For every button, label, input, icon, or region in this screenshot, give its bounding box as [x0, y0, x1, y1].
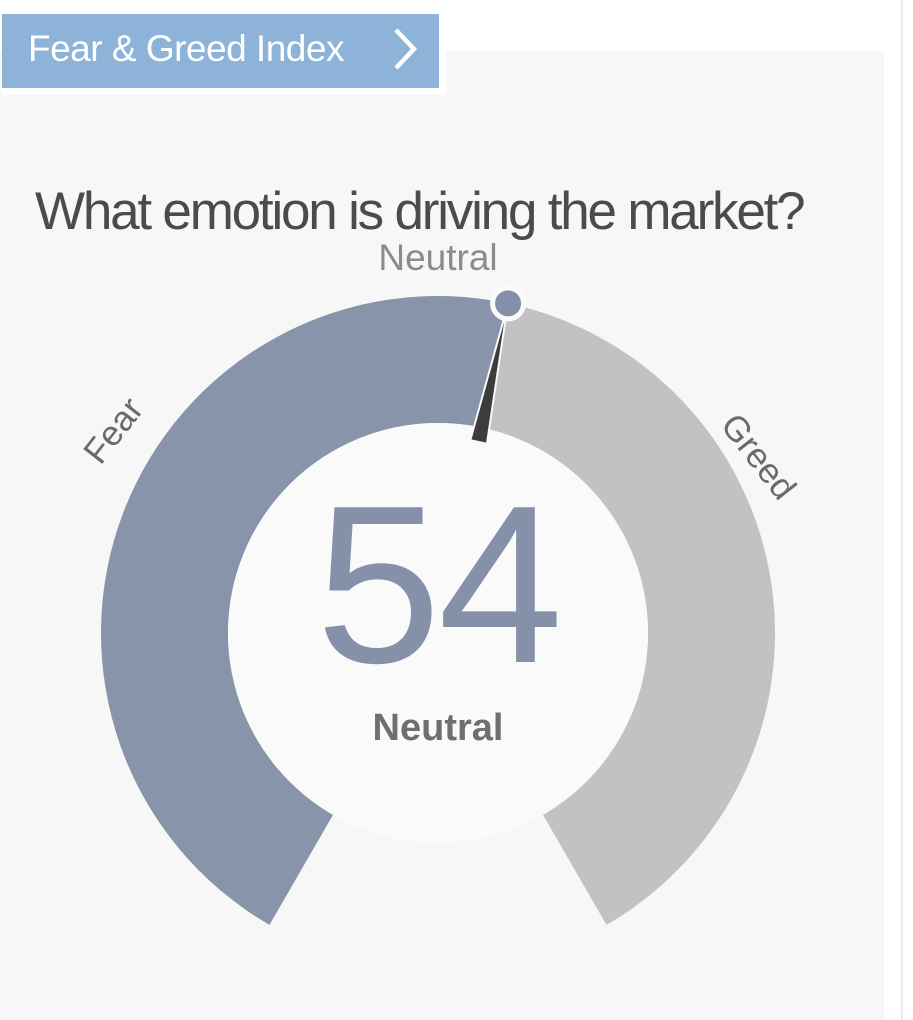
gauge-needle-dot — [490, 285, 527, 322]
gauge-value-label: Neutral — [372, 707, 504, 749]
gauge-needle — [469, 305, 509, 445]
fear-arc-segment — [100, 295, 509, 925]
page-title: What emotion is driving the market? — [35, 181, 806, 241]
chevron-right-icon — [394, 28, 418, 70]
gauge-inner-circle — [228, 423, 648, 843]
fear-greed-index-button-label: Fear & Greed Index — [28, 28, 344, 69]
greed-arc-segment — [481, 303, 776, 925]
gauge-pointer-label: Neutral — [378, 237, 498, 278]
fear-greed-index-button[interactable]: Fear & Greed Index — [2, 14, 439, 88]
gauge-value: 54 — [315, 458, 563, 710]
page-divider-line — [901, 0, 903, 1020]
